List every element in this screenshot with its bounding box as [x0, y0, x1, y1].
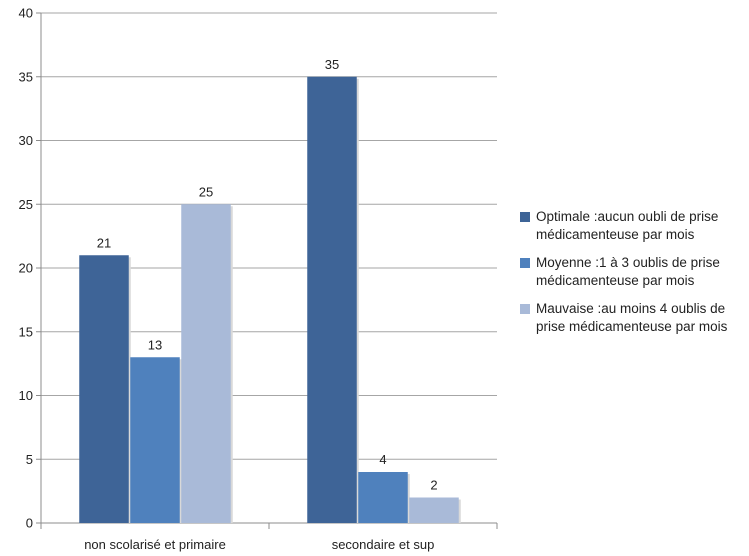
- data-labels: 21 13 25 35 4 2: [97, 57, 438, 493]
- y-tick-label-35: 35: [19, 69, 33, 84]
- data-label-0-1: 13: [148, 337, 162, 352]
- legend-item-mauvaise: Mauvaise :au moins 4 oublis de prise méd…: [520, 300, 745, 336]
- legend-text-optimale-line2: médicamenteuse par mois: [536, 227, 695, 242]
- y-tick-label-25: 25: [19, 197, 33, 212]
- data-label-0-0: 21: [97, 235, 111, 250]
- y-tick-label-15: 15: [19, 324, 33, 339]
- data-label-1-1: 4: [379, 452, 386, 467]
- y-tick-labels: 0 5 10 15 20 25 30 35 40: [19, 6, 33, 531]
- legend-text-moyenne-line2: médicamenteuse par mois: [536, 273, 695, 288]
- bars: [79, 76, 461, 523]
- legend-text-mauvaise-line2: prise médicamenteuse par mois: [536, 319, 728, 334]
- y-tick-label-5: 5: [26, 452, 33, 467]
- category-labels: non scolarisé et primaire secondaire et s…: [84, 537, 434, 552]
- y-tick-label-20: 20: [19, 261, 33, 276]
- data-label-1-2: 2: [430, 478, 437, 493]
- bar-1-1: [358, 472, 408, 523]
- legend: Optimale :aucun oubli de prise médicamen…: [520, 208, 745, 346]
- bar-1-2: [409, 497, 459, 523]
- legend-text-moyenne-line1: Moyenne :1 à 3 oublis de prise: [536, 255, 720, 270]
- bar-1-0: [307, 76, 357, 523]
- y-tick-label-40: 40: [19, 6, 33, 21]
- legend-swatch-optimale: [520, 212, 530, 222]
- y-tick-label-10: 10: [19, 388, 33, 403]
- legend-swatch-mauvaise: [520, 304, 530, 314]
- legend-item-optimale: Optimale :aucun oubli de prise médicamen…: [520, 208, 745, 244]
- legend-item-moyenne: Moyenne :1 à 3 oublis de prise médicamen…: [520, 254, 745, 290]
- category-label-0: non scolarisé et primaire: [84, 537, 226, 552]
- legend-text-optimale-line1: Optimale :aucun oubli de prise: [536, 209, 719, 224]
- legend-swatch-moyenne: [520, 258, 530, 268]
- y-tick-label-0: 0: [26, 516, 33, 531]
- data-label-0-2: 25: [199, 184, 213, 199]
- bar-0-2: [181, 204, 231, 523]
- data-label-1-0: 35: [325, 57, 339, 72]
- bar-0-1: [130, 357, 180, 523]
- y-tick-label-30: 30: [19, 133, 33, 148]
- legend-text-mauvaise-line1: Mauvaise :au moins 4 oublis de: [536, 301, 726, 316]
- category-label-1: secondaire et sup: [332, 537, 435, 552]
- bar-0-0: [79, 255, 129, 523]
